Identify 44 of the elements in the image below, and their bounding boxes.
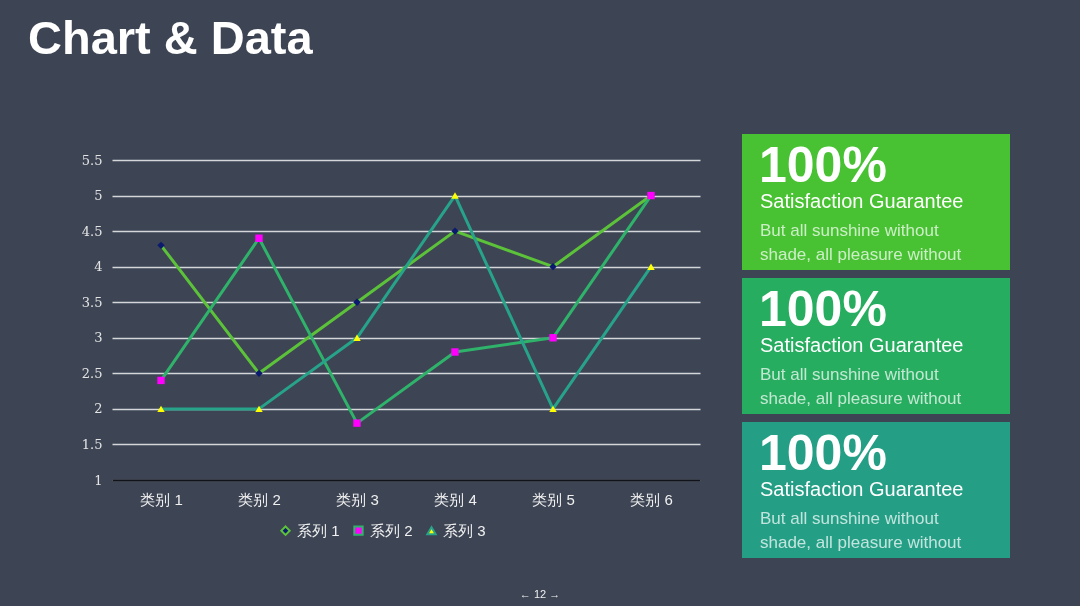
x-tick-label: 类别 2 <box>238 490 281 508</box>
y-tick-label: 5 <box>94 188 103 204</box>
y-tick-label: 3.5 <box>81 294 103 310</box>
point <box>255 369 263 378</box>
y-tick-label: 1 <box>94 472 103 488</box>
x-tick-label: 类别 1 <box>140 490 183 508</box>
point <box>451 192 459 199</box>
text: ← 12 → <box>519 588 561 600</box>
point <box>255 405 263 413</box>
y-tick-label: 3 <box>94 330 103 346</box>
text: But all sunshine without shade, all pleasure without <box>760 365 962 408</box>
text: But all sunshine without shade, all pleasure without <box>760 509 962 552</box>
y-tick-label: 2 <box>94 401 103 417</box>
point <box>157 241 165 250</box>
y-tick-label: 5.5 <box>81 152 103 168</box>
point <box>353 419 361 427</box>
legend-label: 系列 2 <box>370 521 413 539</box>
point <box>549 405 557 413</box>
point <box>157 376 165 385</box>
point <box>255 234 263 242</box>
text: 100% <box>759 425 887 481</box>
point <box>157 405 165 413</box>
text: Satisfaction Guarantee <box>760 190 964 212</box>
point <box>549 262 557 271</box>
text: 100% <box>759 281 887 337</box>
y-tick-label: 4.5 <box>81 223 103 239</box>
text: 100% <box>759 137 887 193</box>
text: Satisfaction Guarantee <box>760 334 964 356</box>
y-tick-label: 1.5 <box>81 436 103 452</box>
x-tick-label: 类别 3 <box>336 490 379 508</box>
point <box>549 334 557 342</box>
chart-title: Chart & Data <box>28 11 314 64</box>
x-tick-label: 类别 4 <box>434 490 477 508</box>
point <box>451 348 459 356</box>
x-tick-label: 类别 6 <box>630 490 673 508</box>
legend-label: 系列 1 <box>297 521 340 539</box>
x-tick-label: 类别 5 <box>532 490 575 508</box>
y-tick-label: 4 <box>94 259 103 275</box>
text: Satisfaction Guarantee <box>760 478 964 500</box>
text: But all sunshine without shade, all pleasure without <box>760 221 962 264</box>
legend-label: 系列 3 <box>443 521 486 539</box>
point <box>353 334 361 341</box>
y-tick-label: 2.5 <box>81 365 103 381</box>
point <box>647 263 655 270</box>
